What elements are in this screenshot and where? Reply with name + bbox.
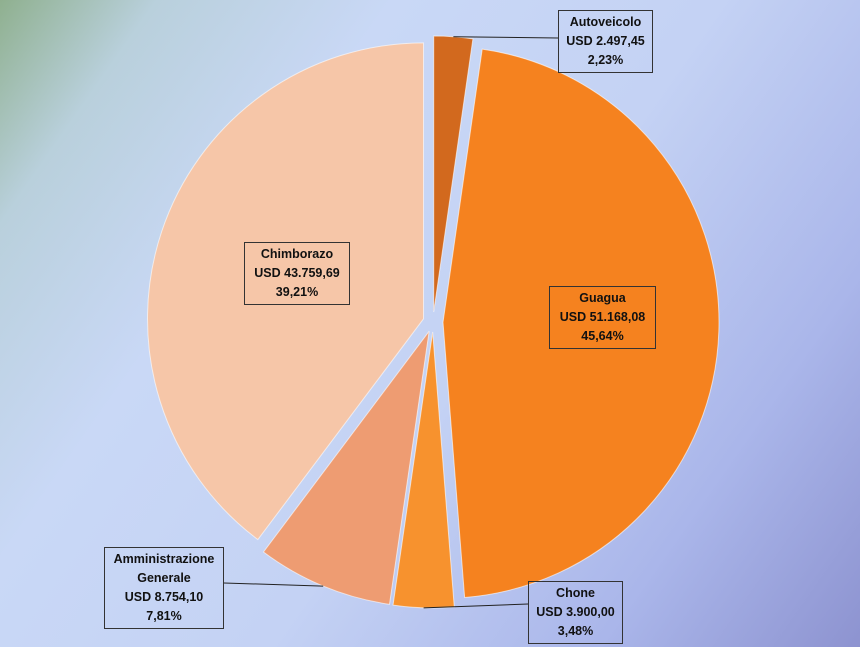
- data-label-guagua: Guagua USD 51.168,08 45,64%: [549, 286, 656, 349]
- leader-line-amministrazione-generale: [223, 582, 324, 587]
- data-label-chimborazo: Chimborazo USD 43.759,69 39,21%: [244, 242, 350, 305]
- slice-value-guagua: USD 51.168,08: [559, 310, 646, 324]
- data-label-autoveicolo: Autoveicolo USD 2.497,45 2,23%: [558, 10, 653, 73]
- slice-percent-guagua: 45,64%: [581, 329, 624, 343]
- leader-line-autoveicolo: [453, 36, 559, 39]
- slice-percent-chimborazo: 39,21%: [275, 285, 319, 299]
- slice-value-chone: USD 3.900,00: [536, 605, 615, 619]
- slice-percent-autoveicolo: 2,23%: [587, 53, 624, 67]
- slice-percent-chone: 3,48%: [557, 624, 594, 638]
- slice-value-chimborazo: USD 43.759,69: [254, 266, 340, 280]
- slice-name-amministrazione-line2: Generale: [137, 571, 191, 585]
- slice-percent-amministrazione: 7,81%: [146, 609, 182, 623]
- data-label-amministrazione-generale: Amministrazione Generale USD 8.754,10 7,…: [104, 547, 224, 629]
- pie-slice-amministrazione-generale: [262, 330, 430, 605]
- data-label-chone: Chone USD 3.900,00 3,48%: [528, 581, 623, 644]
- slice-value-autoveicolo: USD 2.497,45: [566, 34, 645, 48]
- pie-slice-autoveicolo: [433, 35, 474, 313]
- slice-value-amministrazione: USD 8.754,10: [124, 590, 204, 604]
- pie-slice-chimborazo: [147, 42, 425, 541]
- slice-name-chone: Chone: [556, 586, 595, 600]
- slice-name-autoveicolo: Autoveicolo: [569, 15, 642, 29]
- slice-name-guagua: Guagua: [579, 291, 626, 305]
- leader-line-chone: [423, 603, 529, 609]
- pie-slice-guagua: [442, 48, 720, 599]
- slice-name-amministrazione-line1: Amministrazione: [113, 552, 215, 566]
- slice-name-chimborazo: Chimborazo: [260, 247, 334, 261]
